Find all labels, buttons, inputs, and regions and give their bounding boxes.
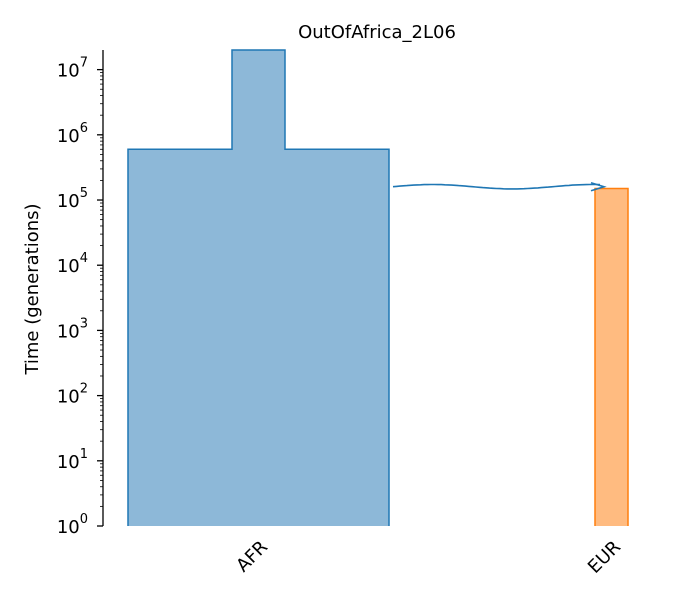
chart-title: OutOfAfrica_2L06 xyxy=(298,22,456,43)
deme-eur-fill xyxy=(595,188,628,527)
x-category-label: EUR xyxy=(584,537,625,578)
migration-arrow-line xyxy=(392,183,601,190)
y-tick-exponent: 1 xyxy=(80,447,88,462)
migration-layer xyxy=(392,181,607,192)
deme-eur-outline xyxy=(594,187,629,526)
deme-afr-outline xyxy=(127,49,390,526)
deme-afr-fill xyxy=(128,50,389,526)
y-tick-label: 103 xyxy=(57,316,88,342)
y-tick-label: 105 xyxy=(57,186,88,212)
y-tick-exponent: 5 xyxy=(80,186,88,201)
y-axis-label: Time (generations) xyxy=(22,203,43,375)
x-axis-ticks: AFR EUR xyxy=(232,537,625,578)
y-tick-exponent: 7 xyxy=(80,56,88,71)
y-tick-label: 101 xyxy=(57,447,88,473)
migration-arrow-head xyxy=(590,181,607,192)
y-tick-exponent: 2 xyxy=(80,382,88,397)
y-tick-exponent: 0 xyxy=(80,512,88,527)
y-tick-exponent: 6 xyxy=(80,121,88,136)
y-tick-label: 107 xyxy=(57,56,88,82)
x-category-label: AFR xyxy=(232,537,272,577)
y-tick-exponent: 4 xyxy=(80,251,88,266)
y-tick-label: 100 xyxy=(57,512,88,538)
deme-layer xyxy=(127,49,629,527)
y-tick-label: 102 xyxy=(57,382,88,408)
y-tick-label: 104 xyxy=(57,251,88,277)
y-tick-label: 106 xyxy=(57,121,88,147)
y-tick-exponent: 3 xyxy=(80,316,88,331)
